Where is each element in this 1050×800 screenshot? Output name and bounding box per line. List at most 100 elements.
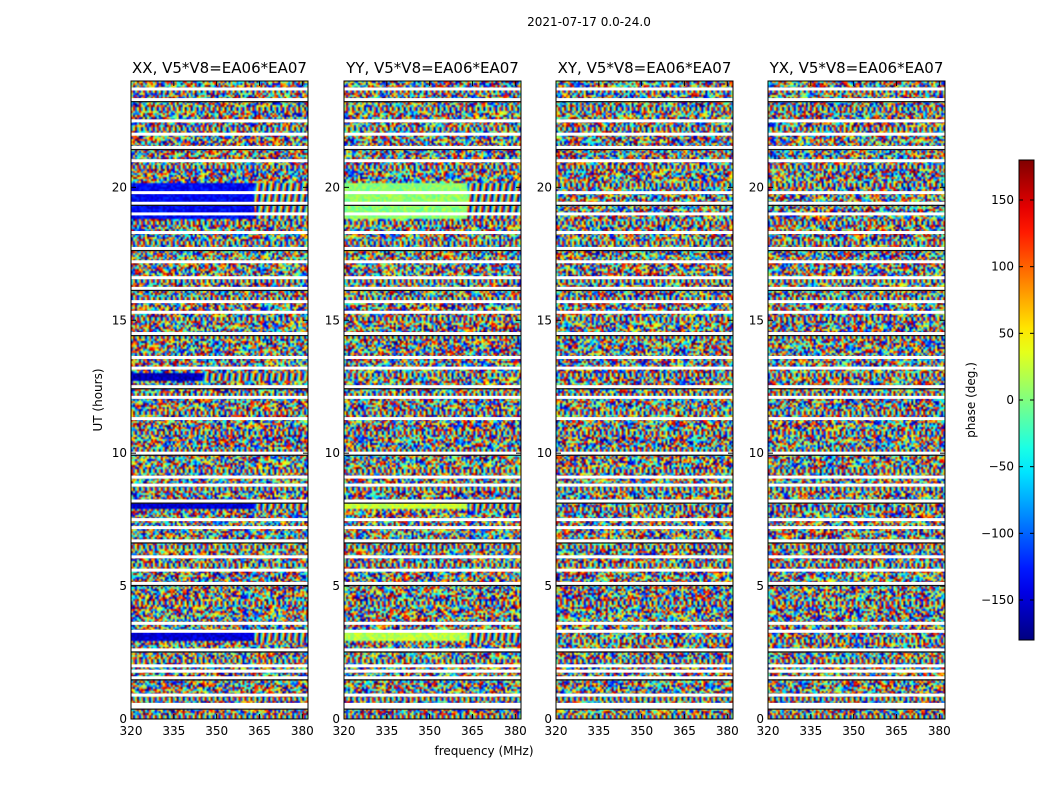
x-tick-label: 365	[248, 724, 271, 738]
flagged-row	[131, 201, 308, 205]
flagged-row	[768, 526, 945, 530]
flagged-row	[344, 648, 521, 652]
flagged-row	[768, 555, 945, 559]
x-tick-label: 380	[291, 724, 314, 738]
flagged-row	[131, 518, 308, 522]
flagged-row	[131, 475, 308, 479]
flagged-row	[556, 539, 733, 543]
y-tick-label: 15	[325, 313, 340, 327]
flagged-row	[556, 231, 733, 235]
flagged-row	[556, 286, 733, 290]
flagged-row	[344, 451, 521, 455]
y-tick-label: 5	[756, 579, 764, 593]
flag-edge	[768, 502, 945, 504]
flagged-row	[768, 212, 945, 216]
flagged-row	[768, 475, 945, 479]
y-tick-label: 10	[325, 446, 340, 460]
flagged-row	[768, 332, 945, 336]
x-tick-label: 320	[545, 724, 568, 738]
flag-edge	[131, 289, 308, 292]
flagged-row	[131, 159, 308, 163]
colorbar-tick-label: 150	[991, 193, 1014, 207]
flagged-row	[131, 555, 308, 559]
flag-edge	[344, 502, 521, 504]
flagged-row	[344, 191, 521, 195]
flag-edge	[131, 204, 308, 206]
flagged-row	[131, 310, 308, 314]
suptitle: 2021-07-17 0.0-24.0	[527, 15, 651, 29]
x-tick-label: 335	[587, 724, 610, 738]
flagged-row	[768, 145, 945, 149]
flagged-row	[131, 702, 308, 706]
flagged-row	[344, 300, 521, 304]
flagged-row	[131, 664, 308, 668]
x-tick-label: 320	[757, 724, 780, 738]
flagged-row	[768, 581, 945, 585]
flagged-row	[131, 621, 308, 625]
flag-edge	[131, 249, 308, 252]
flagged-row	[131, 417, 308, 421]
flagged-row	[556, 705, 733, 709]
flagged-row	[131, 526, 308, 530]
flagged-row	[344, 260, 521, 264]
y-tick-label: 20	[112, 180, 127, 194]
flag-edge	[556, 502, 733, 504]
flagged-row	[768, 355, 945, 359]
flagged-row	[344, 286, 521, 290]
flagged-row	[131, 676, 308, 680]
flag-edge	[344, 204, 521, 206]
flagged-row	[556, 132, 733, 136]
flag-edge	[768, 584, 945, 587]
flagged-row	[131, 246, 308, 250]
flagged-row	[131, 286, 308, 290]
flagged-row	[768, 260, 945, 264]
flagged-row	[556, 676, 733, 680]
flagged-row	[768, 539, 945, 543]
flagged-row	[556, 201, 733, 205]
panel-frame	[343, 80, 522, 720]
flagged-row	[556, 518, 733, 522]
y-tick-label: 0	[756, 712, 764, 726]
flag-edge	[556, 708, 733, 710]
x-tick-label: 350	[842, 724, 865, 738]
flagged-row	[556, 555, 733, 559]
flagged-row	[556, 366, 733, 370]
flag-edge	[344, 708, 521, 710]
flag-edge	[131, 388, 308, 390]
flagged-row	[768, 648, 945, 652]
flag-edge	[131, 679, 308, 681]
flagged-row	[344, 132, 521, 136]
flagged-row	[556, 159, 733, 163]
panel-title: YY, V5*V8=EA06*EA07	[345, 59, 519, 77]
flagged-row	[131, 132, 308, 136]
phase-raster	[344, 81, 521, 719]
y-tick-label: 20	[537, 180, 552, 194]
flagged-row	[344, 119, 521, 123]
y-tick-label: 5	[332, 579, 340, 593]
flagged-row	[768, 693, 945, 697]
x-tick-label: 365	[461, 724, 484, 738]
flagged-row	[768, 246, 945, 250]
flag-edge	[768, 249, 945, 252]
x-tick-label: 380	[504, 724, 527, 738]
flag-edge	[131, 101, 308, 103]
flagged-row	[768, 499, 945, 503]
y-tick-label: 15	[537, 313, 552, 327]
flagged-row	[344, 568, 521, 572]
phase-raster	[768, 81, 945, 719]
panel-title: YX, V5*V8=EA06*EA07	[769, 59, 944, 77]
flag-edge	[768, 335, 945, 337]
flag-edge	[344, 584, 521, 587]
flagged-row	[556, 87, 733, 91]
flag-edge	[556, 335, 733, 337]
flagged-row	[131, 355, 308, 359]
flagged-row	[556, 475, 733, 479]
flagged-row	[131, 568, 308, 572]
flagged-row	[556, 417, 733, 421]
flag-edge	[131, 148, 308, 151]
flagged-row	[344, 246, 521, 250]
flag-edge	[768, 204, 945, 206]
flagged-row	[556, 702, 733, 706]
flagged-row	[131, 648, 308, 652]
